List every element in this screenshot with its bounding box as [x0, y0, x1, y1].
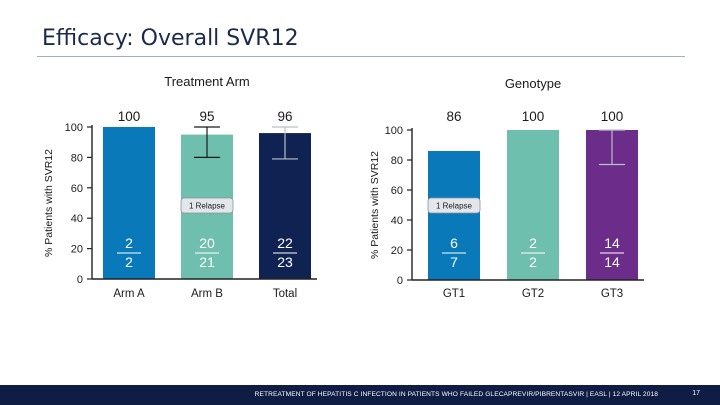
bar	[428, 151, 480, 280]
bar-value-label: 95	[199, 109, 214, 124]
relapse-annotation-box	[180, 197, 234, 214]
bar-denominator: 2	[529, 254, 537, 270]
category-label: GT2	[522, 288, 544, 300]
svr12-charts: Treatment Arm% Patients with SVR12020406…	[43, 74, 644, 300]
bar-value-label: 96	[277, 109, 292, 124]
chart-title: Genotype	[505, 76, 561, 91]
bar	[103, 127, 155, 279]
bar-denominator: 7	[450, 254, 458, 270]
category-label: Arm A	[113, 288, 145, 300]
y-tick-label: 20	[71, 244, 83, 256]
bar-denominator: 2	[125, 254, 133, 270]
bar-denominator: 23	[277, 254, 293, 270]
y-tick-label: 60	[391, 185, 403, 197]
page-number: 17	[692, 390, 700, 397]
category-label: GT3	[601, 288, 623, 300]
y-tick-label: 40	[391, 215, 403, 227]
bar-value-label: 100	[601, 109, 624, 124]
y-tick-label: 100	[385, 125, 403, 137]
bar-numerator: 20	[199, 235, 215, 251]
bar-value-label: 86	[446, 109, 461, 124]
y-axis-label: % Patients with SVR12	[369, 151, 381, 259]
y-tick-label: 80	[71, 152, 83, 164]
y-tick-label: 0	[77, 274, 83, 286]
y-tick-label: 60	[71, 183, 83, 195]
y-axis-label: % Patients with SVR12	[43, 149, 55, 257]
bar	[507, 130, 559, 280]
footer-text: RETREATMENT OF HEPATITIS C INFECTION IN …	[254, 391, 658, 398]
relapse-annotation-text: 1 Relapse	[436, 202, 473, 211]
bar-denominator: 14	[604, 254, 620, 270]
category-label: Total	[273, 288, 297, 300]
footer-bar: RETREATMENT OF HEPATITIS C INFECTION IN …	[0, 385, 720, 405]
y-tick-label: 20	[391, 245, 403, 257]
bar-denominator: 21	[199, 254, 215, 270]
y-tick-label: 80	[391, 155, 403, 167]
relapse-annotation-box	[427, 197, 481, 214]
bar-value-label: 100	[118, 109, 141, 124]
bar-value-label: 100	[522, 109, 545, 124]
bar-numerator: 6	[450, 235, 458, 251]
y-tick-label: 100	[65, 122, 83, 134]
relapse-annotation-text: 1 Relapse	[189, 202, 226, 211]
y-tick-label: 40	[71, 213, 83, 225]
title-divider	[37, 56, 685, 57]
category-label: GT1	[443, 288, 465, 300]
bar-numerator: 14	[604, 235, 620, 251]
bar-numerator: 2	[125, 235, 133, 251]
category-label: Arm B	[191, 288, 223, 300]
slide-title: Efficacy: Overall SVR12	[42, 26, 299, 51]
bar-numerator: 2	[529, 235, 537, 251]
bar-numerator: 22	[277, 235, 293, 251]
y-tick-label: 0	[397, 275, 403, 287]
chart-title: Treatment Arm	[164, 74, 249, 89]
